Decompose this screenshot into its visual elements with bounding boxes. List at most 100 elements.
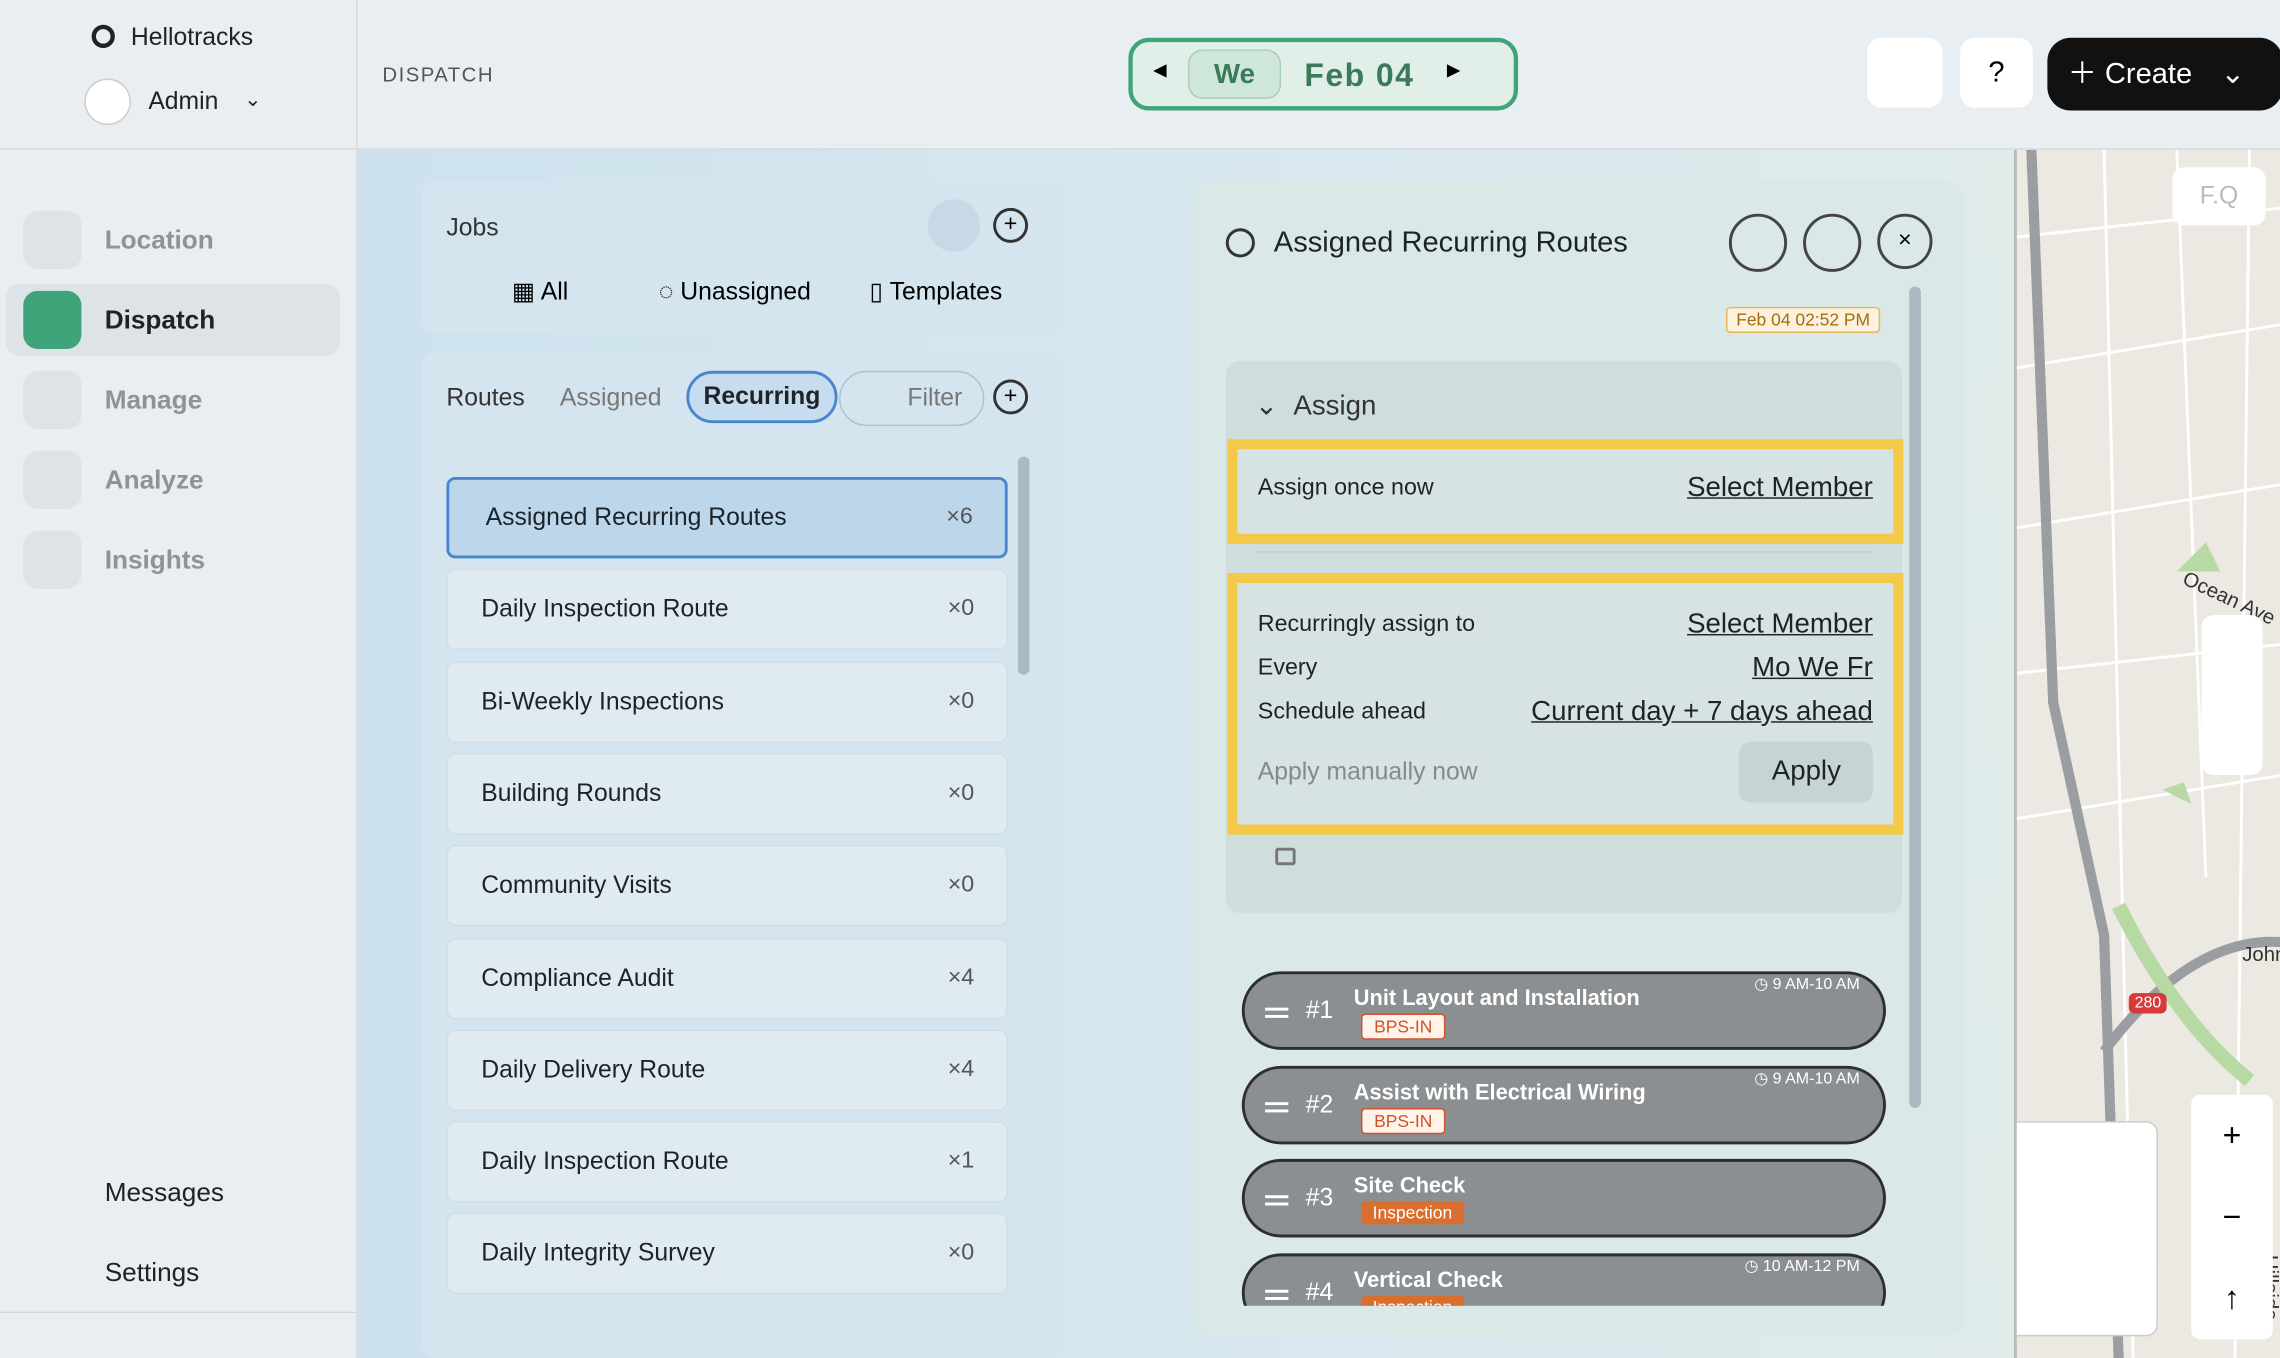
delete-button[interactable]: [1803, 214, 1861, 272]
route-count: ×1: [948, 1149, 975, 1175]
route-count: ×6: [946, 505, 973, 531]
route-item[interactable]: Assigned Recurring Routes ×6: [446, 477, 1007, 558]
route-item[interactable]: Daily Inspection Route ×1: [446, 1121, 1007, 1202]
assign-once: Assign once now Select Member: [1227, 439, 1903, 544]
help-button[interactable]: ?: [1960, 38, 2033, 108]
route-name: Compliance Audit: [481, 963, 673, 992]
assign-card: ⌄ Assign Assign once now Select Member Re…: [1226, 361, 1902, 914]
label: Schedule ahead: [1258, 699, 1426, 725]
divider: [0, 148, 356, 149]
tab-label: Unassigned: [680, 278, 811, 306]
route-count: ×0: [948, 1241, 975, 1267]
divider: [0, 1312, 356, 1313]
label: Recurringly assign to: [1258, 612, 1475, 638]
nav-label: Manage: [105, 385, 202, 416]
nav-item[interactable]: Analyze: [23, 444, 340, 517]
nav-label: Analyze: [105, 465, 204, 496]
section-header[interactable]: ⌄ Assign: [1255, 390, 1376, 423]
prev[interactable]: ◀: [1153, 60, 1166, 80]
import-button[interactable]: [928, 199, 980, 251]
nav-label: Insights: [105, 545, 205, 576]
close-button[interactable]: ×: [1877, 214, 1932, 269]
nav-item[interactable]: Insights: [23, 523, 340, 596]
tab-label: All: [541, 278, 568, 306]
tab[interactable]: Assigned: [560, 384, 662, 413]
nav-item[interactable]: Location: [23, 204, 340, 277]
section-title: DISPATCH: [382, 63, 494, 86]
value[interactable]: Mo We Fr: [1752, 653, 1873, 685]
add-button[interactable]: +: [993, 380, 1028, 415]
tab[interactable]: ▯ Templates: [870, 278, 1003, 307]
history-icon: [1226, 228, 1255, 257]
nav-item[interactable]: Dispatch: [6, 284, 340, 357]
tab-label: Templates: [890, 278, 1003, 306]
route-name: Daily Delivery Route: [481, 1055, 705, 1084]
label: Assign once now: [1258, 475, 1434, 501]
section-title: Assign: [1293, 391, 1376, 422]
map-label: John: [2242, 942, 2280, 965]
chevron: ⌄: [2221, 58, 2245, 90]
map-search[interactable]: F.Q: [2172, 167, 2265, 225]
map-label: 280: [2129, 993, 2167, 1013]
edit-button[interactable]: [1729, 214, 1787, 272]
create-label: Create: [2105, 58, 2192, 90]
route-item[interactable]: Daily Inspection Route×0: [446, 569, 1007, 650]
scrollbar: [1018, 457, 1030, 675]
nav-label: Settings: [105, 1257, 200, 1288]
create-button[interactable]: ＋ Create ⌄: [2047, 38, 2280, 111]
route-count: ×4: [948, 965, 975, 991]
route-item[interactable]: Daily Integrity Survey ×0: [446, 1213, 1007, 1294]
apply-button[interactable]: Apply: [1740, 742, 1873, 803]
jobs-title: Jobs: [446, 214, 498, 243]
route-name: Daily Inspection Route: [481, 1147, 728, 1176]
value[interactable]: Current day + 7 days ahead: [1531, 697, 1873, 729]
ai-button[interactable]: [1867, 38, 1943, 108]
route-item[interactable]: Bi-Weekly Inspections×0: [446, 661, 1007, 742]
route-item[interactable]: Building Rounds×0: [446, 753, 1007, 834]
route-name: Daily Inspection Route: [481, 595, 728, 624]
sidebar: Hellotracks Admin ⌄ Location Dispatch Ma…: [0, 0, 358, 1358]
filter-button[interactable]: Filter: [839, 371, 984, 426]
next[interactable]: ▶: [1447, 60, 1460, 80]
map-tools[interactable]: [2202, 615, 2263, 775]
chevron: ⌄: [244, 87, 261, 112]
day: We: [1188, 49, 1281, 98]
divider: [1255, 551, 1872, 552]
header: DISPATCH ◀ We Feb 04 ▶ ? ＋ Create ⌄: [358, 0, 2280, 150]
label: Apply manually now: [1258, 758, 1478, 787]
route-name: Bi-Weekly Inspections: [481, 687, 724, 716]
tab-active[interactable]: Recurring: [686, 371, 837, 423]
route-name: Building Rounds: [481, 779, 661, 808]
timestamp: Feb 04 02:52 PM: [1726, 307, 1880, 333]
route-item[interactable]: Daily Delivery Route ×4: [446, 1029, 1007, 1110]
route-name: Daily Integrity Survey: [481, 1239, 715, 1268]
jobs-panel: Jobs + ▦ All ◌ Unassigned ▯ Templates: [422, 182, 1063, 333]
route-name: Assigned Recurring Routes: [486, 503, 787, 532]
avatar: [84, 79, 131, 126]
nav-label: Location: [105, 225, 214, 256]
route-item[interactable]: Community Visits ×0: [446, 845, 1007, 926]
tab[interactable]: ◌ Unassigned: [659, 278, 811, 307]
route-item[interactable]: Compliance Audit ×4: [446, 937, 1007, 1018]
layer-picker[interactable]: [2014, 1121, 2158, 1336]
nav-item[interactable]: Settings: [23, 1236, 340, 1309]
assign-recurring: Recurringly assign toSelect Member Every…: [1227, 573, 1903, 835]
route-count: ×0: [948, 873, 975, 899]
select-member[interactable]: Select Member: [1687, 473, 1873, 505]
value[interactable]: Select Member: [1687, 609, 1873, 641]
date: Feb 04: [1304, 57, 1414, 95]
scrollbar: [1909, 286, 1921, 1108]
detail-panel: Assigned Recurring Routes × Feb 04 02:52…: [1194, 182, 1965, 1337]
nav-item[interactable]: Messages: [23, 1156, 340, 1229]
tab[interactable]: Routes: [446, 384, 524, 413]
zoom-controls[interactable]: +−↑: [2191, 1095, 2272, 1339]
add-button[interactable]: +: [993, 208, 1028, 243]
nav-item[interactable]: Manage: [23, 364, 340, 437]
logo: [92, 25, 115, 48]
date-picker[interactable]: ◀ We Feb 04 ▶: [1128, 38, 1518, 111]
user-menu[interactable]: Admin: [148, 87, 218, 116]
route-name: Community Visits: [481, 871, 671, 900]
tab[interactable]: ▦ All: [512, 278, 568, 307]
route-count: ×4: [948, 1057, 975, 1083]
